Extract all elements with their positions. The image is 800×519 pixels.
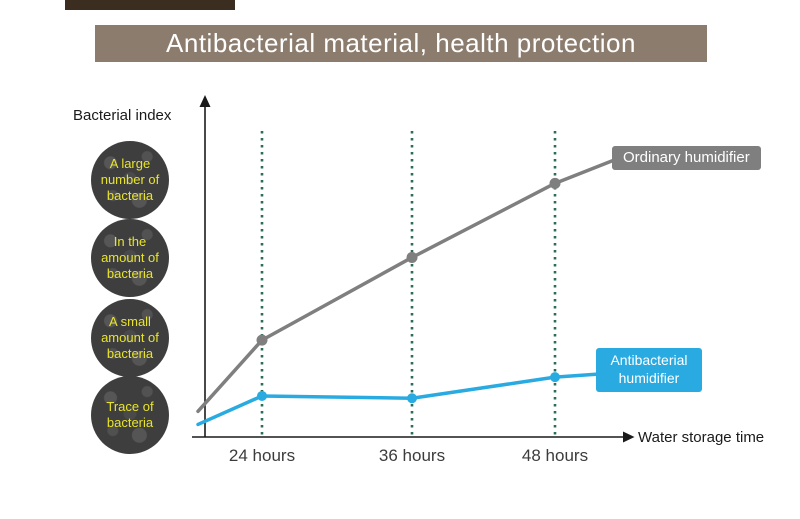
- y-axis-title: Bacterial index: [73, 107, 172, 124]
- banner: Antibacterial material, health protectio…: [95, 25, 707, 62]
- banner-title: Antibacterial material, health protectio…: [166, 28, 636, 58]
- badge-label: In the amount of bacteria: [101, 233, 159, 282]
- badge-label: A large number of bacteria: [100, 155, 160, 204]
- x-tick-24-hours: 24 hours: [228, 446, 296, 465]
- series-point: [256, 334, 268, 346]
- badge-label: Trace of bacteria: [106, 398, 154, 430]
- badge-trace-of-bacteria: Trace of bacteria: [91, 376, 169, 454]
- x-tick-36-hours: 36 hours: [378, 446, 446, 465]
- series-point: [407, 393, 417, 404]
- badge-small-amount-of-bacteria: A small amount of bacteria: [91, 299, 169, 377]
- top-strip: [65, 0, 235, 10]
- antibacterial-humidifier-label: Antibacterial humidifier: [596, 348, 702, 392]
- x-tick-48-hours: 48 hours: [521, 446, 589, 465]
- ordinary-humidifier-label: Ordinary humidifier: [612, 146, 761, 170]
- series-line-antibacterial: [196, 372, 598, 427]
- y-axis-arrow-icon: [199, 95, 211, 107]
- series-point: [549, 177, 561, 189]
- badge-large-number-of-bacteria: A large number of bacteria: [91, 141, 169, 219]
- series-point: [550, 372, 560, 383]
- x-axis-arrow-icon: [623, 431, 635, 443]
- x-axis-title: Water storage time: [638, 429, 765, 446]
- series-line-ordinary: [196, 158, 615, 414]
- series-point: [406, 251, 418, 263]
- badge-in-the-amount-of-bacteria: In the amount of bacteria: [91, 219, 169, 297]
- series-point: [257, 390, 267, 401]
- badge-label: A small amount of bacteria: [101, 313, 159, 362]
